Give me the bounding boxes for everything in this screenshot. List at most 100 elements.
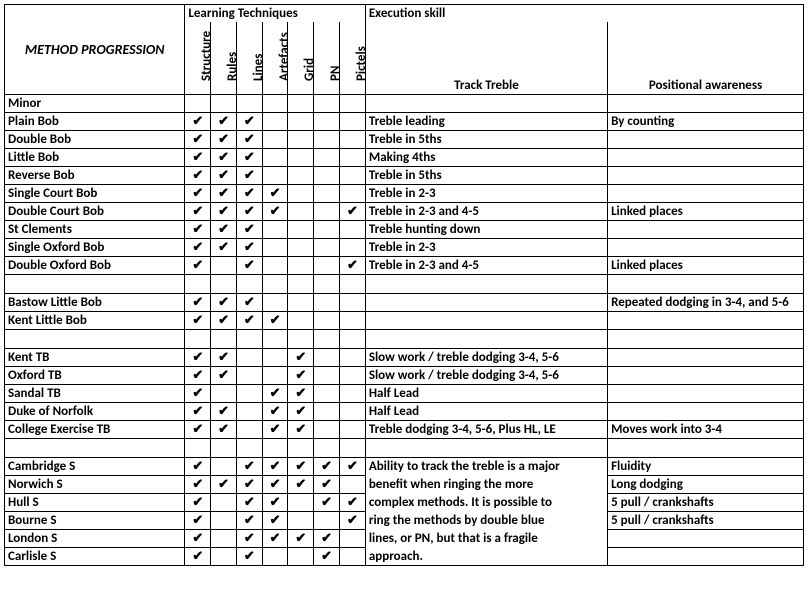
tech-cell [314,403,340,421]
tech-cell: ✔ [288,349,314,367]
tech-cell [288,312,314,330]
track-treble-cell: Slow work / treble dodging 3-4, 5-6 [365,367,607,385]
positional-cell [608,149,804,167]
tech-cell [339,239,365,257]
method-row: Plain Bob ✔✔✔ Treble leading By counting [5,113,804,131]
tech-cell: ✔ [211,185,237,203]
positional-cell: 5 pull / crankshafts [608,494,804,512]
tech-cell [262,239,288,257]
col-rules: Rules [211,22,237,95]
tech-cell: ✔ [288,458,314,476]
tech-cell [236,349,262,367]
tech-cell [288,257,314,275]
tech-cell [314,257,340,275]
method-name: Little Bob [5,149,185,167]
tech-cell: ✔ [236,548,262,566]
tech-cell: ✔ [236,494,262,512]
tech-cell: ✔ [211,403,237,421]
method-row: Hull S ✔✔✔✔✔ complex methods. It is poss… [5,494,804,512]
tech-cell: ✔ [185,421,211,439]
tech-cell [339,385,365,403]
track-treble-cell: Half Lead [365,385,607,403]
tech-cell [339,367,365,385]
tech-cell [339,167,365,185]
method-row: Sandal TB ✔✔✔ Half Lead [5,385,804,403]
tech-cell [236,385,262,403]
track-treble-cell: Half Lead [365,403,607,421]
tech-cell [262,548,288,566]
tech-cell: ✔ [211,421,237,439]
tech-cell [314,131,340,149]
tech-cell: ✔ [262,494,288,512]
tech-cell: ✔ [262,312,288,330]
tech-cell: ✔ [288,530,314,548]
method-name: Kent TB [5,349,185,367]
method-name: Double Bob [5,131,185,149]
tech-cell [314,113,340,131]
tech-cell [314,149,340,167]
tech-cell [314,385,340,403]
tech-cell: ✔ [236,239,262,257]
techniques-header: Learning Techniques [185,5,365,23]
tech-cell [211,257,237,275]
tech-cell [236,367,262,385]
tech-cell [339,131,365,149]
tech-cell: ✔ [339,257,365,275]
tech-cell: ✔ [236,167,262,185]
tech-cell: ✔ [288,367,314,385]
tech-cell: ✔ [262,458,288,476]
tech-cell: ✔ [185,131,211,149]
tech-cell: ✔ [339,512,365,530]
method-name: Oxford TB [5,367,185,385]
positional-cell [608,548,804,566]
method-row: Double Oxford Bob ✔✔✔ Treble in 2-3 and … [5,257,804,275]
tech-cell [288,294,314,312]
track-treble-cell: Treble leading [365,113,607,131]
positional-cell [608,221,804,239]
tech-cell: ✔ [262,185,288,203]
blank-row [5,275,804,294]
tech-cell: ✔ [185,257,211,275]
execution-header: Execution skill [365,5,803,23]
tech-cell: ✔ [236,294,262,312]
track-treble-cell: Treble in 2-3 and 4-5 [365,257,607,275]
positional-cell [608,239,804,257]
tech-cell [339,349,365,367]
tech-cell [314,367,340,385]
tech-cell: ✔ [314,548,340,566]
track-treble-cell: Treble in 5ths [365,167,607,185]
method-name: Double Oxford Bob [5,257,185,275]
positional-cell [608,385,804,403]
method-row: Duke of Norfolk ✔✔✔✔ Half Lead [5,403,804,421]
tech-cell: ✔ [314,494,340,512]
tech-cell: ✔ [185,185,211,203]
tech-cell [314,221,340,239]
method-row: Bourne S ✔✔✔✔ ring the methods by double… [5,512,804,530]
tech-cell [262,349,288,367]
spanned-track-text: lines, or PN, but that is a fragile [365,530,607,548]
tech-cell [339,221,365,239]
tech-cell [288,185,314,203]
tech-cell [339,294,365,312]
positional-cell: Long dodging [608,476,804,494]
method-name: Single Oxford Bob [5,239,185,257]
tech-cell [339,185,365,203]
tech-cell: ✔ [339,494,365,512]
tech-cell: ✔ [211,113,237,131]
spanned-track-text: approach. [365,548,607,566]
tech-cell [211,512,237,530]
positional-cell: Linked places [608,203,804,221]
method-name: Norwich S [5,476,185,494]
tech-cell [288,221,314,239]
tech-cell: ✔ [314,530,340,548]
col-pn: PN [314,22,340,95]
positional-cell [608,349,804,367]
method-name: Sandal TB [5,385,185,403]
positional-cell: Linked places [608,257,804,275]
section-label: Minor [5,95,185,113]
tech-cell: ✔ [236,312,262,330]
tech-cell: ✔ [185,113,211,131]
method-row: London S ✔✔✔✔✔ lines, or PN, but that is… [5,530,804,548]
tech-cell: ✔ [236,113,262,131]
method-name: St Clements [5,221,185,239]
